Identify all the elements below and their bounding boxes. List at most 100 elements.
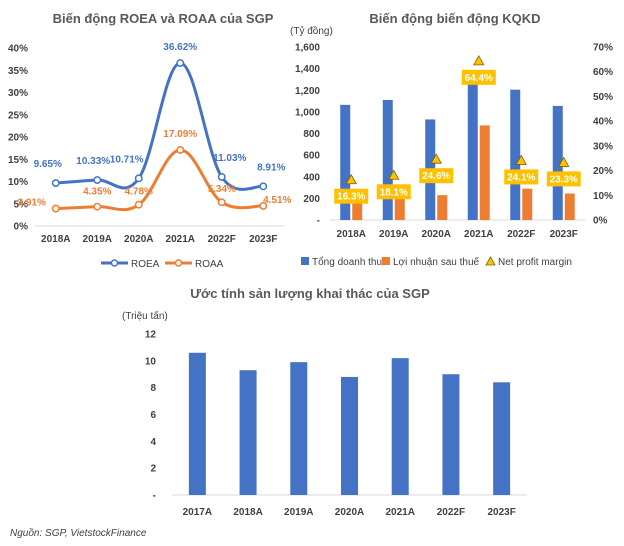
x-tick-label: 2020A — [422, 229, 451, 240]
margin-marker — [430, 153, 442, 164]
y2-tick-label: 50% — [593, 92, 613, 103]
roea-data-label: 8.91% — [257, 162, 285, 173]
chart1-y-axis: 0% 5% 10% 15% 20% 25% 30% 35% 40% — [8, 44, 28, 233]
chart1-title: Biến động ROEA và ROAA của SGP — [53, 11, 274, 26]
roaa-point — [51, 204, 60, 213]
chart2-y-axis-right: 0% 10% 20% 30% 40% 50% 60% 70% — [593, 43, 613, 227]
source-note: Nguồn: SGP, VietstockFinance — [10, 527, 147, 539]
chart2-x-axis: 2018A 2019A 2020A 2021A 2022F 2023F — [337, 229, 578, 240]
y2-tick-label: 70% — [593, 43, 613, 54]
chart2-unit-label: (Tỷ đồng) — [290, 25, 333, 37]
x-tick-label: 2017A — [183, 507, 212, 518]
roaa-data-label: 4.51% — [263, 195, 291, 206]
x-tick-label: 2023F — [249, 234, 277, 245]
roea-point — [93, 176, 102, 184]
x-tick-label: 2018A — [41, 234, 70, 245]
y2-tick-label: 20% — [593, 166, 613, 177]
margin-label-box — [504, 169, 539, 185]
x-tick-label: 2021A — [385, 507, 414, 518]
y-tick-label: 600 — [303, 151, 320, 162]
y-tick-label: 6 — [150, 410, 156, 421]
x-tick-label: 2020A — [335, 507, 364, 518]
legend-revenue-swatch — [301, 257, 309, 265]
y-tick-label: 1,000 — [295, 107, 320, 118]
y-tick-label: 2 — [150, 464, 156, 475]
chart3-unit-label: (Triệu tấn) — [122, 310, 168, 322]
legend-profit-label: Lợi nhuận sau thuế — [393, 256, 480, 268]
chart2-y-axis-left: - 200 400 600 800 1,000 1,200 1,400 1,600 — [295, 43, 320, 227]
y-tick-label: 8 — [150, 383, 156, 394]
profit-bar — [394, 198, 405, 220]
revenue-bar — [510, 89, 521, 220]
x-tick-label: 2023F — [487, 507, 515, 518]
x-tick-label: 2019A — [83, 234, 112, 245]
margin-data-label: 24.1% — [507, 172, 535, 183]
output-bar — [341, 376, 358, 495]
y-tick-label: 5% — [14, 199, 29, 210]
revenue-bar — [340, 104, 351, 220]
roaa-data-label: 3.91% — [18, 198, 46, 209]
legend-roaa-label: ROAA — [195, 259, 224, 270]
margin-marker — [473, 55, 485, 66]
y-tick-label: 1,200 — [295, 86, 320, 97]
roea-data-label: 9.65% — [34, 159, 62, 170]
margin-label-box — [546, 171, 581, 187]
output-bar — [188, 352, 206, 495]
y-tick-label: 800 — [303, 129, 320, 140]
roea-data-label: 10.33% — [76, 156, 110, 167]
roaa-data-label: 17.09% — [163, 129, 197, 140]
legend-profit-swatch — [382, 257, 390, 265]
y2-tick-label: 0% — [593, 216, 608, 227]
chart2-title: Biến động biến động KQKD — [369, 11, 540, 26]
revenue-bar — [467, 72, 478, 220]
y-tick-label: 40% — [8, 44, 28, 55]
y-tick-label: 1,400 — [295, 64, 320, 75]
output-bar — [290, 362, 308, 495]
legend-margin-label: Net profit margin — [498, 257, 572, 268]
chart3-plot — [188, 352, 511, 495]
margin-marker — [515, 154, 527, 165]
margin-data-label: 64.4% — [465, 73, 493, 84]
legend-revenue-label: Tổng doanh thu — [312, 256, 382, 268]
y-tick-label: 30% — [8, 88, 28, 99]
y-tick-label: 25% — [8, 110, 28, 121]
chart2-plot: 16.3% 18.1% 24.6% 64.4% 24.1% 23.3% — [334, 55, 581, 220]
margin-marker — [345, 173, 357, 185]
x-tick-label: 2020A — [124, 234, 153, 245]
y-tick-label: 0% — [14, 222, 29, 233]
roaa-data-label: 4.35% — [83, 187, 111, 198]
y-tick-label: 20% — [8, 133, 28, 144]
y-tick-label: - — [153, 491, 156, 502]
profit-bar — [564, 193, 575, 220]
roea-data-label: 10.71% — [110, 154, 144, 165]
margin-label-box — [376, 184, 411, 200]
output-bar — [442, 374, 460, 495]
roaa-data-label: 5.34% — [208, 184, 236, 195]
chart1-plot: 9.65% 10.33% 10.71% 36.62% 11.03% 8.91% 3.91% 4… — [18, 42, 292, 213]
roea-point — [217, 172, 226, 181]
roe-roa-chart: Biến động ROEA và ROAA của SGP 0% 5% 10% 15… — [8, 11, 292, 270]
y2-tick-label: 40% — [593, 117, 613, 128]
roea-point — [134, 174, 143, 183]
y-tick-label: 10 — [145, 356, 157, 367]
roaa-point — [93, 202, 102, 211]
margin-data-label: 24.6% — [422, 171, 450, 182]
roea-line — [55, 61, 264, 191]
chart3-x-axis: 2017A 2018A 2019A 2020A 2021A 2022F 2023F — [183, 507, 516, 518]
y-tick-label: 1,600 — [295, 43, 320, 54]
x-tick-label: 2023F — [550, 229, 578, 240]
y-tick-label: 12 — [145, 330, 157, 341]
x-tick-label: 2021A — [166, 234, 195, 245]
profit-bar — [479, 125, 490, 220]
y-tick-label: 4 — [150, 437, 156, 448]
legend-roea-label: ROEA — [131, 259, 160, 270]
revenue-bar — [552, 105, 563, 220]
y-tick-label: 10% — [8, 177, 28, 188]
roaa-point — [176, 145, 185, 154]
roea-point — [259, 182, 268, 191]
chart3-title: Ước tính sản lượng khai thác của SGP — [190, 286, 430, 301]
y-tick-label: 35% — [8, 66, 28, 77]
y2-tick-label: 10% — [593, 191, 613, 202]
roea-data-label: 11.03% — [213, 153, 246, 164]
